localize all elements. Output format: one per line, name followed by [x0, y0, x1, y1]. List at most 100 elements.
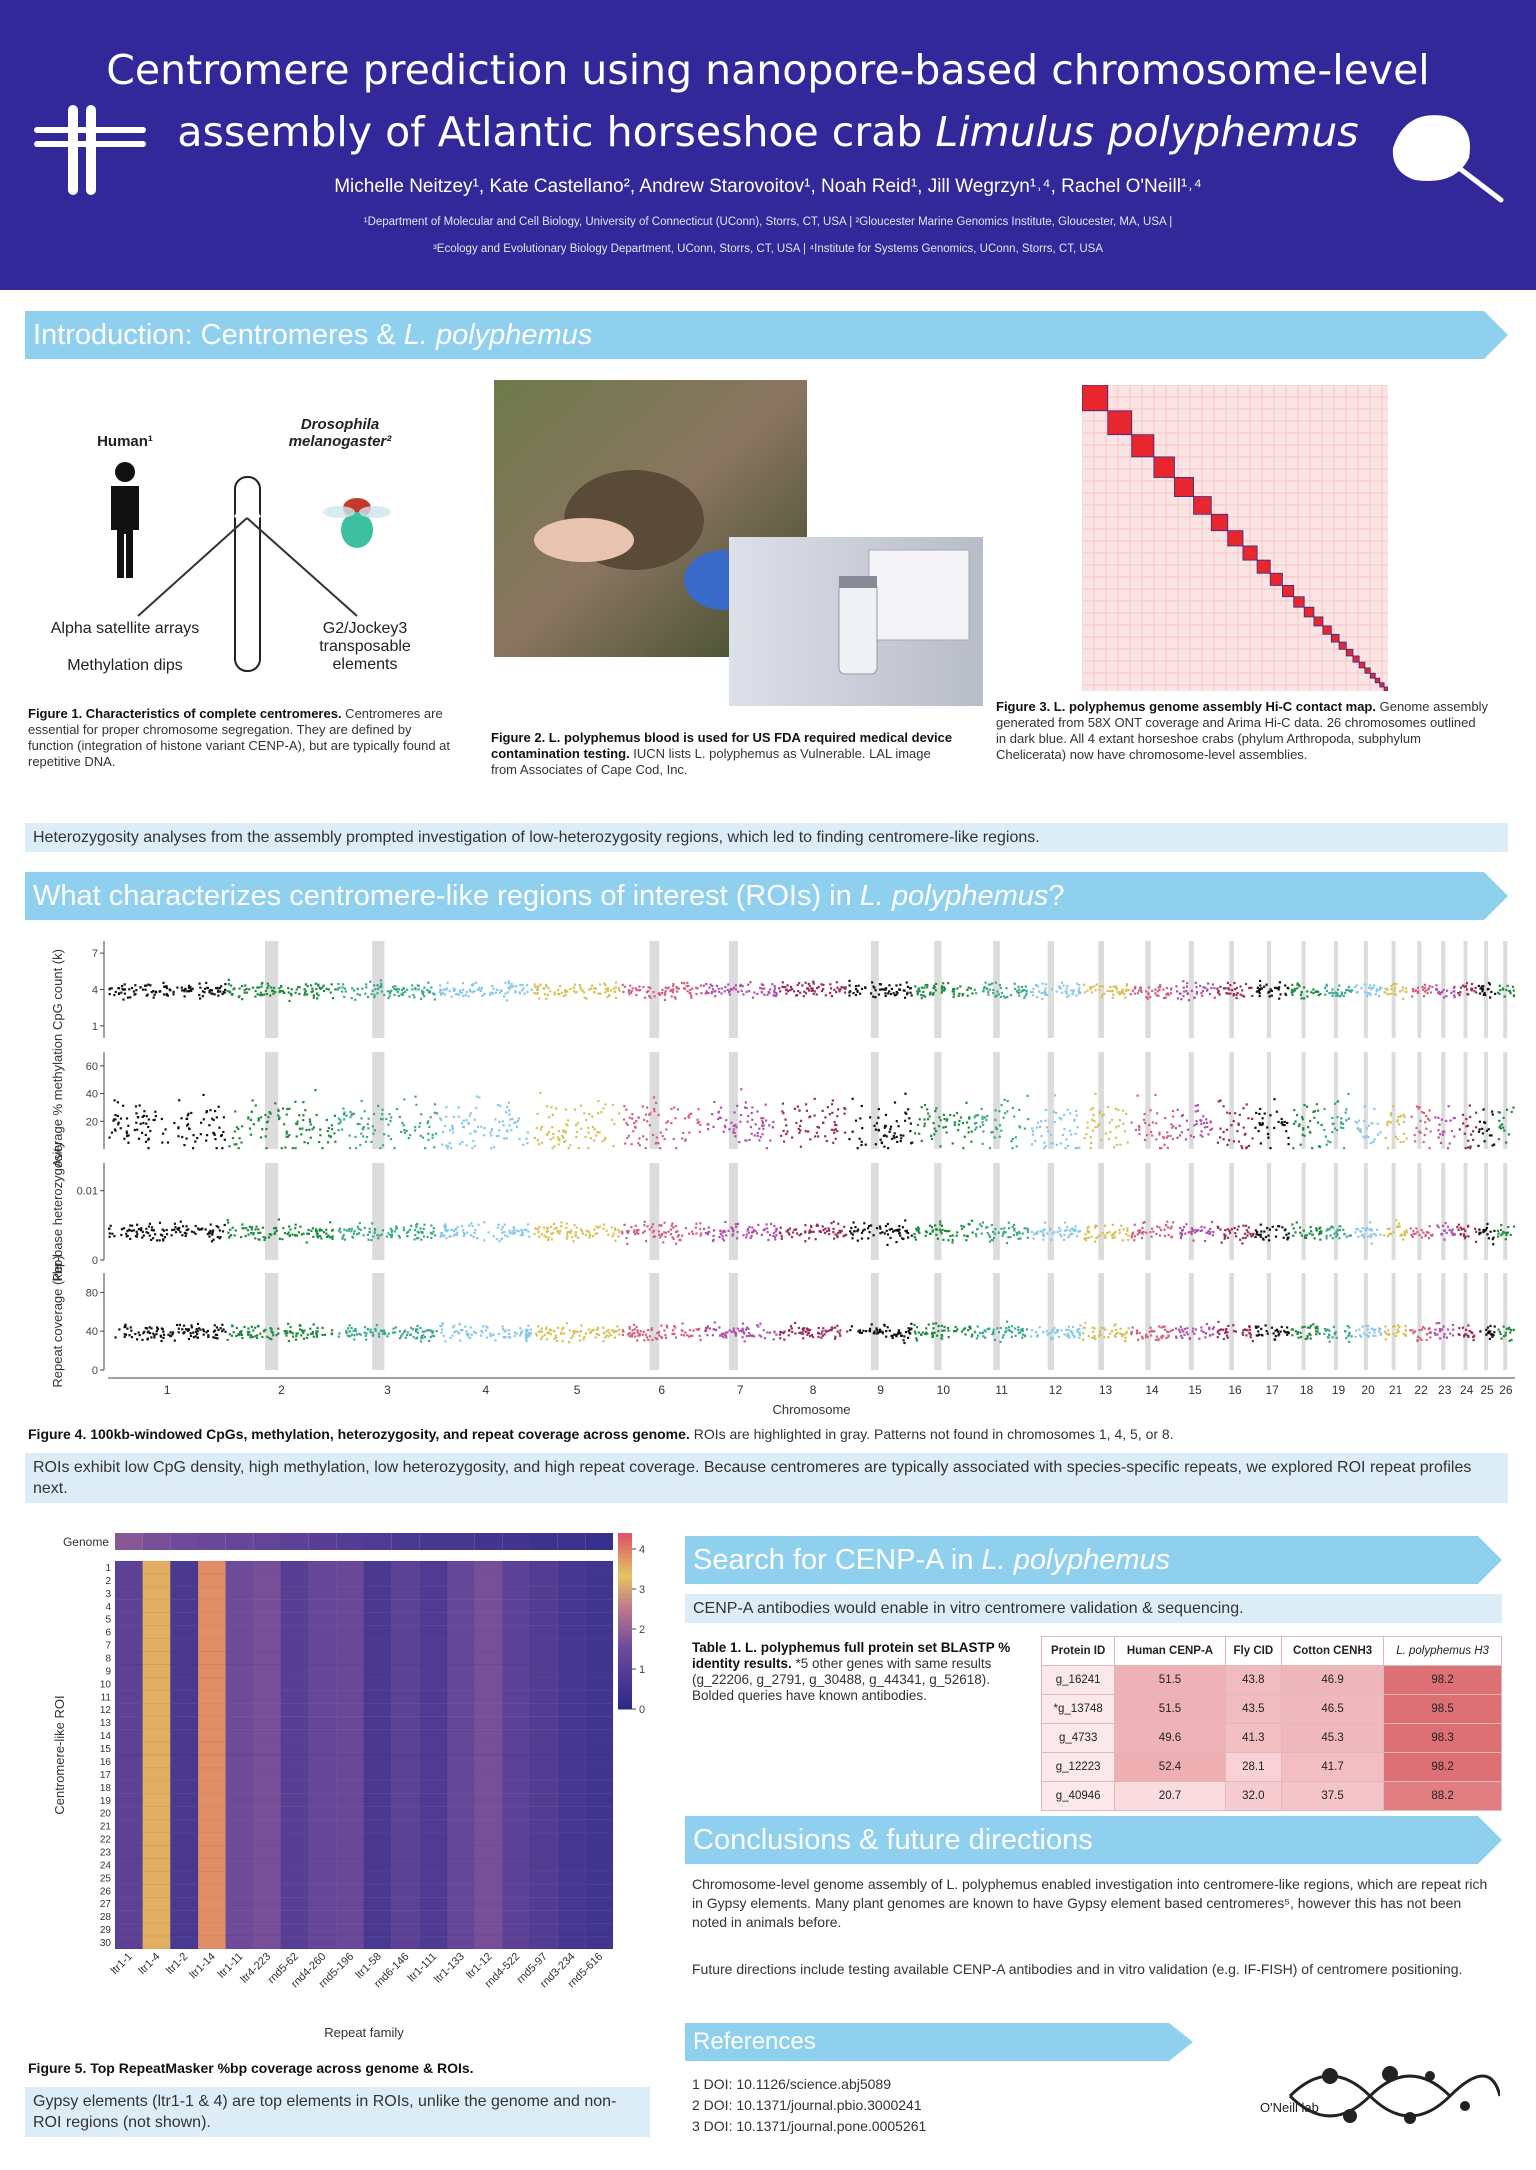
scatter-point: [1273, 1126, 1276, 1130]
scatter-point: [1490, 1134, 1493, 1137]
scatter-point: [169, 1331, 172, 1334]
scatter-point: [516, 1229, 519, 1232]
scatter-point: [854, 984, 858, 988]
scatter-point: [210, 1240, 214, 1243]
scatter-point: [735, 1225, 738, 1229]
scatter-point: [230, 1334, 234, 1337]
scatter-point: [1306, 995, 1309, 998]
scatter-point: [902, 1134, 905, 1137]
scatter-point: [171, 1333, 174, 1336]
scatter-point: [308, 1118, 311, 1121]
scatter-point: [120, 984, 124, 988]
scatter-point: [296, 1120, 299, 1123]
scatter-point: [1075, 1147, 1079, 1150]
scatter-point: [553, 993, 556, 996]
scatter-point: [1078, 1230, 1081, 1233]
scatter-point: [353, 1338, 356, 1341]
scatter-point: [282, 1107, 285, 1110]
scatter-point: [269, 1112, 272, 1115]
scatter-point: [185, 1124, 189, 1127]
scatter-point: [996, 990, 999, 993]
scatter-point: [386, 990, 389, 993]
scatter-point: [924, 1333, 927, 1336]
scatter-point: [1179, 1226, 1182, 1230]
scatter-point: [635, 1229, 639, 1232]
scatter-point: [562, 1129, 565, 1132]
scatter-point: [545, 1133, 549, 1136]
scatter-point: [204, 1228, 207, 1231]
scatter-point: [804, 1103, 808, 1106]
scatter-point: [1002, 1334, 1005, 1337]
scatter-point: [1202, 986, 1205, 989]
scatter-point: [209, 1229, 212, 1232]
scatter-point: [965, 1101, 968, 1104]
scatter-point: [942, 986, 946, 989]
scatter-point: [452, 1115, 455, 1118]
scatter-point: [595, 1332, 598, 1336]
roi-highlight: [1188, 1052, 1194, 1149]
scatter-point: [666, 1120, 670, 1123]
scatter-point: [1245, 1229, 1249, 1232]
scatter-point: [1020, 1328, 1023, 1331]
scatter-point: [1316, 1109, 1320, 1112]
scatter-point: [1336, 1228, 1339, 1231]
scatter-point: [413, 1228, 417, 1232]
scatter-point: [846, 1330, 849, 1333]
scatter-point: [1162, 996, 1166, 1000]
scatter-point: [1104, 1328, 1107, 1331]
scatter-point: [1412, 1229, 1415, 1233]
scatter-point: [241, 998, 244, 1001]
scatter-point: [1245, 1103, 1248, 1106]
scatter-point: [1346, 988, 1349, 991]
scatter-point: [1237, 1225, 1240, 1228]
scatter-point: [1339, 1122, 1343, 1125]
scatter-point: [498, 1240, 501, 1243]
scatter-point: [848, 979, 851, 982]
scatter-point: [612, 1232, 615, 1235]
scatter-point: [109, 1224, 112, 1227]
scatter-point: [625, 1230, 629, 1233]
scatter-point: [1156, 1112, 1159, 1115]
scatter-point: [714, 995, 717, 998]
scatter-point: [1287, 1236, 1290, 1239]
roi-highlight: [1047, 1052, 1054, 1149]
scatter-point: [1423, 986, 1426, 990]
scatter-point: [503, 1230, 506, 1234]
scatter-point: [1074, 1132, 1077, 1135]
scatter-point: [790, 1236, 794, 1239]
scatter-point: [249, 1336, 252, 1339]
scatter-point: [505, 1105, 509, 1109]
scatter-point: [588, 988, 591, 991]
scatter-point: [635, 993, 638, 997]
scatter-point: [749, 1236, 752, 1239]
scatter-point: [871, 981, 874, 984]
scatter-point: [154, 1110, 157, 1113]
scatter-point: [1369, 1235, 1372, 1239]
scatter-point: [601, 1140, 604, 1143]
scatter-point: [839, 1334, 842, 1337]
scatter-point: [778, 1231, 781, 1234]
scatter-point: [554, 1107, 558, 1110]
scatter-point: [732, 1128, 735, 1131]
scatter-point: [152, 1332, 155, 1335]
scatter-point: [1091, 1129, 1095, 1132]
scatter-point: [895, 1228, 898, 1232]
scatter-point: [1509, 1233, 1512, 1236]
scatter-point: [1418, 1105, 1421, 1109]
roi-highlight: [728, 1273, 738, 1370]
scatter-point: [579, 1228, 582, 1231]
scatter-point: [815, 1224, 818, 1227]
scatter-point: [454, 988, 457, 991]
scatter-point: [893, 1136, 896, 1140]
scatter-point: [315, 1229, 318, 1233]
scatter-point: [249, 1133, 253, 1136]
scatter-point: [577, 1236, 580, 1239]
scatter-point: [354, 1327, 357, 1331]
scatter-point: [1058, 1116, 1061, 1119]
scatter-point: [721, 1234, 724, 1237]
scatter-point: [1395, 983, 1398, 986]
scatter-point: [1094, 1226, 1097, 1229]
scatter-point: [401, 1121, 404, 1125]
scatter-point: [508, 1229, 511, 1232]
scatter-point: [534, 985, 537, 989]
